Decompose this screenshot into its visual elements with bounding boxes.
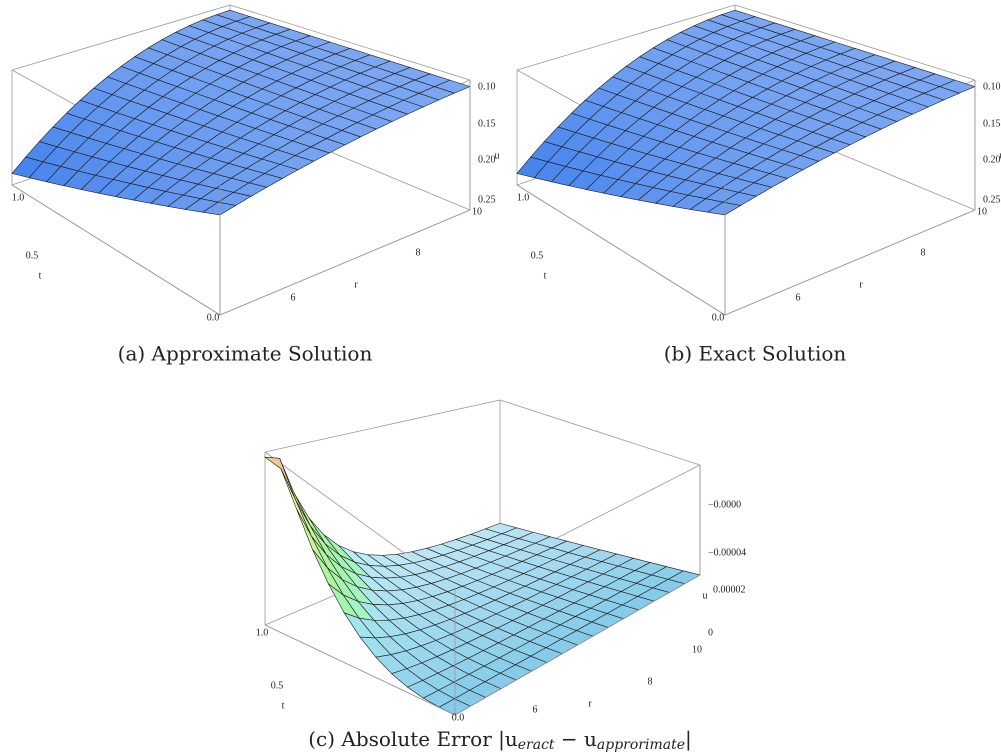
u-tick-label: 0.20 [478,154,496,165]
u-tick-label: 0.10 [983,81,1001,92]
box-edge [516,184,726,316]
t-tick-label: 0.5 [271,680,284,691]
t-axis-label: t [544,270,547,281]
box-edge [516,4,736,71]
caption-text: | [685,727,692,752]
r-tick-label: 8 [921,247,926,258]
r-tick-label: 6 [796,292,801,303]
t-tick-label: 0.0 [452,712,465,723]
u-tick-label: −0.0000 [708,499,741,510]
caption-text: − u [555,727,597,751]
u-axis-label: u [495,150,500,161]
r-axis-label: r [588,698,592,709]
caption: (c) Absolute Error |ueract − uapprorimat… [308,727,692,753]
u-tick-label: 0.15 [983,118,1001,129]
box-edge [11,184,221,316]
caption: (b) Exact Solution [664,342,847,366]
r-axis-label: r [354,279,358,290]
surface-patch [706,201,742,216]
r-tick-label: 6 [533,704,538,715]
t-tick-label: 1.0 [12,192,25,203]
t-tick-label: 1.0 [517,192,530,203]
t-tick-label: 0.0 [207,312,220,323]
u-tick-label: −0.00004 [708,547,746,558]
u-tick-label: 0.25 [478,194,496,205]
box-edge [734,4,976,81]
surface-patch [201,201,237,216]
r-tick-label: 6 [291,292,296,303]
caption-sub: eract [518,737,555,753]
box-edge [229,4,471,81]
r-axis-label: r [859,279,863,290]
t-tick-label: 1.0 [256,627,269,638]
caption-sub: approrimate [597,737,685,753]
r-tick-label: 8 [648,676,653,687]
box-edge [454,574,701,716]
r-tick-label: 10 [472,206,482,217]
u-tick-label: 0.00002 [713,584,746,595]
t-tick-label: 0.5 [26,250,39,261]
box-edge [499,399,701,466]
r-tick-label: 10 [977,206,987,217]
u-tick-label: 0.25 [983,194,1001,205]
u-tick-label: 0.10 [478,81,496,92]
t-tick-label: 0.5 [531,250,544,261]
box-edge [264,399,501,453]
box-edge [724,209,976,316]
box-edge [219,209,471,316]
caption-text: (c) Absolute Error |u [308,727,518,752]
u-tick-label: 0.15 [478,118,496,129]
u-tick-label: 0 [708,627,713,638]
r-tick-label: 10 [692,644,702,655]
t-tick-label: 0.0 [712,312,725,323]
u-tick-label: 0.20 [983,154,1001,165]
box-edge [264,624,456,716]
surface-patch [280,468,312,537]
t-axis-label: t [39,270,42,281]
surface-patch [295,499,327,555]
r-tick-label: 8 [416,247,421,258]
box-edge [11,4,231,71]
t-axis-label: t [282,700,285,711]
u-axis-label: u [1000,150,1001,161]
u-axis-label: u [703,590,708,601]
caption: (a) Approximate Solution [118,342,373,366]
